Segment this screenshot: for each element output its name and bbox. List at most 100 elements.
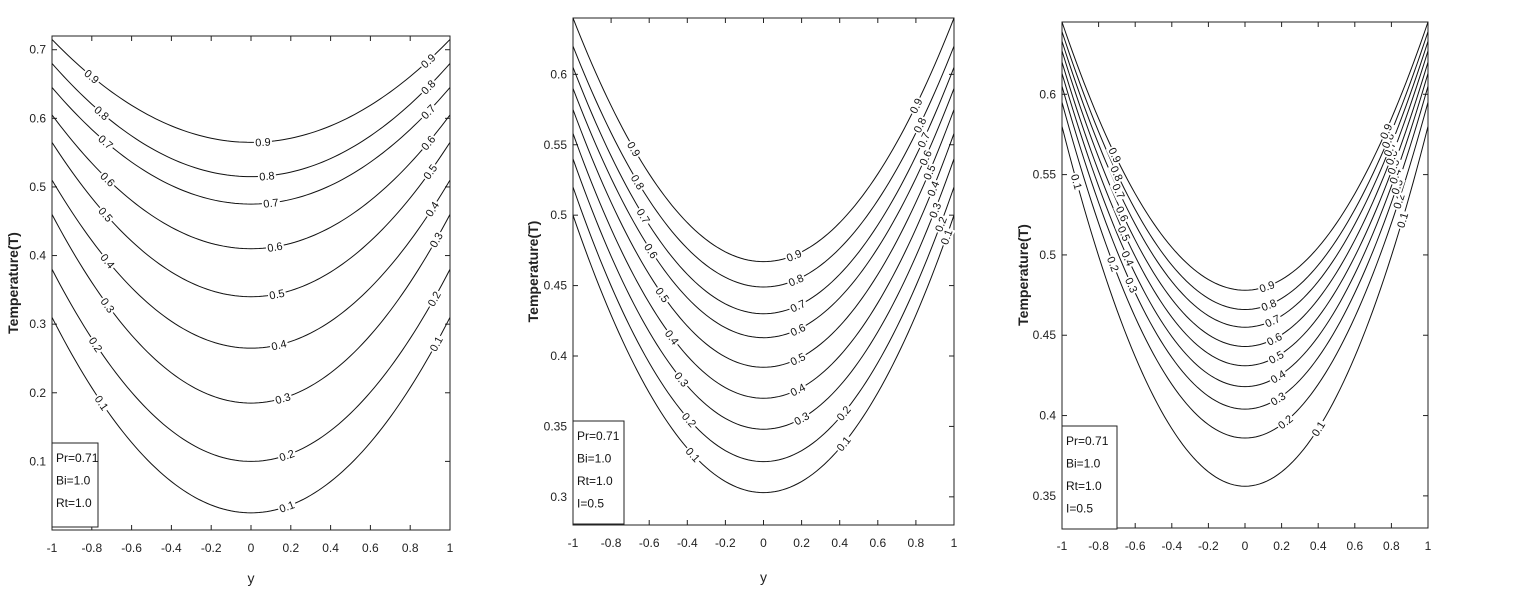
chart-panel-2: -1 -0.8 -0.6 -0.4 -0.2 0 0.2 0.4 0.6 0.8 1 0.3 0.35 0… bbox=[525, 17, 958, 585]
contour-line-0.2 bbox=[573, 186, 954, 463]
y-tick-label: 0.2 bbox=[29, 386, 46, 400]
x-tick-label: 1 bbox=[1425, 539, 1432, 553]
x-axis-label: y bbox=[248, 570, 255, 586]
contour-label-bg bbox=[1068, 171, 1085, 192]
contour-label-bg bbox=[652, 284, 673, 306]
legend-entry: Bi=1.0 bbox=[56, 474, 91, 488]
contour-label-bg bbox=[94, 131, 117, 153]
x-tick-label: -0.2 bbox=[715, 536, 736, 550]
contour-label-bg bbox=[424, 287, 444, 310]
contour-label-bg bbox=[633, 205, 654, 227]
contour-label: 0.5 bbox=[268, 288, 285, 303]
contour-label: 0.9 bbox=[785, 248, 804, 265]
contour-label-bg bbox=[1256, 277, 1278, 296]
contour-label: 0.9 bbox=[419, 52, 438, 71]
contour-label: 0.5 bbox=[95, 205, 114, 224]
contour-label-bg bbox=[682, 443, 704, 466]
contour-label-bg bbox=[85, 333, 106, 356]
x-tick-label: 0.6 bbox=[869, 536, 886, 550]
contour-label-bg bbox=[787, 296, 809, 316]
contour-label-bg bbox=[276, 446, 298, 464]
contour-label: 0.3 bbox=[274, 391, 292, 407]
x-tick-label: -1 bbox=[1057, 539, 1068, 553]
contour-label: 0.7 bbox=[916, 131, 933, 150]
contour-label: 0.4 bbox=[926, 180, 943, 199]
contour-label-bg bbox=[1122, 274, 1141, 296]
y-tick-label: 0.45 bbox=[1033, 328, 1057, 342]
contour-label: 0.4 bbox=[424, 200, 442, 219]
legend-entry: I=0.5 bbox=[577, 497, 604, 511]
legend-entry: I=0.5 bbox=[1066, 502, 1093, 516]
contour-label-bg bbox=[627, 171, 648, 193]
contour-label: 0.2 bbox=[86, 335, 104, 354]
legend-box bbox=[51, 442, 99, 528]
y-tick-label: 0.3 bbox=[29, 317, 46, 331]
contour-label-bg bbox=[920, 161, 939, 183]
y-tick-label: 0.4 bbox=[29, 249, 46, 263]
contour-label: 0.1 bbox=[1395, 211, 1411, 229]
x-tick-label: -0.6 bbox=[1125, 539, 1146, 553]
contour-line-0.3 bbox=[52, 214, 450, 404]
contour-line-0.4 bbox=[573, 133, 954, 399]
legend-entry: Rt=1.0 bbox=[56, 496, 92, 510]
contour-line-0.3 bbox=[1062, 86, 1428, 410]
x-tick-label: -0.2 bbox=[1198, 539, 1219, 553]
contour-line-0.9 bbox=[52, 39, 450, 143]
y-tick-label: 0.6 bbox=[29, 111, 46, 125]
contour-label-bg bbox=[787, 380, 809, 400]
contour-label-bg bbox=[1376, 120, 1396, 142]
contour-label-bg bbox=[91, 102, 113, 124]
legend-entry: Bi=1.0 bbox=[1066, 457, 1101, 471]
legend-entry: Rt=1.0 bbox=[577, 474, 613, 488]
y-axis-label: Temperature(T) bbox=[1015, 224, 1031, 326]
x-tick-label: -0.8 bbox=[1088, 539, 1109, 553]
contour-label-bg bbox=[787, 320, 809, 339]
y-tick-label: 0.5 bbox=[550, 208, 567, 222]
x-tick-label: 0.4 bbox=[1310, 539, 1327, 553]
contour-label: 0.6 bbox=[97, 170, 116, 189]
x-tick-label: 0.2 bbox=[1273, 539, 1290, 553]
contour-label-bg bbox=[1263, 329, 1286, 349]
contour-line-0.6 bbox=[573, 88, 954, 339]
contour-label: 0.7 bbox=[634, 207, 652, 226]
contour-label: 0.7 bbox=[1263, 313, 1282, 330]
contour-label-bg bbox=[261, 195, 281, 210]
legend-box bbox=[1061, 425, 1118, 530]
contour-label: 0.8 bbox=[1260, 297, 1279, 314]
contour-line-0.2 bbox=[1062, 102, 1428, 439]
y-tick-label: 0.6 bbox=[1039, 87, 1056, 101]
contour-label: 0.8 bbox=[259, 170, 275, 183]
y-axis-label: Temperature(T) bbox=[525, 221, 541, 323]
contour-label-bg bbox=[1267, 366, 1289, 387]
contour-label: 0.7 bbox=[1109, 182, 1126, 201]
contour-line-0.5 bbox=[52, 142, 450, 298]
x-tick-label: 0.8 bbox=[402, 541, 419, 555]
x-tick-label: 0.8 bbox=[1383, 539, 1400, 553]
x-tick-label: 1 bbox=[447, 541, 454, 555]
contour-label-bg bbox=[265, 239, 285, 255]
x-tick-label: -0.4 bbox=[677, 536, 698, 550]
contour-label-bg bbox=[422, 198, 443, 220]
contour-label: 0.6 bbox=[789, 322, 808, 339]
contour-label-bg bbox=[272, 389, 294, 407]
contour-label-bg bbox=[833, 432, 854, 455]
x-tick-label: -0.4 bbox=[161, 541, 182, 555]
contour-line-0.4 bbox=[52, 179, 450, 349]
contour-label: 0.2 bbox=[679, 411, 698, 430]
contour-label-bg bbox=[1274, 411, 1297, 433]
x-tick-label: -1 bbox=[568, 536, 579, 550]
contour-label-bg bbox=[81, 66, 103, 87]
contour-label-bg bbox=[426, 332, 446, 355]
y-tick-label: 0.5 bbox=[1039, 248, 1056, 262]
contour-label-bg bbox=[641, 240, 662, 262]
x-tick-label: 0.8 bbox=[908, 536, 925, 550]
contour-label-bg bbox=[1113, 203, 1132, 225]
y-tick-label: 0.6 bbox=[550, 67, 567, 81]
contour-label-bg bbox=[417, 101, 439, 123]
contour-label: 0.6 bbox=[267, 241, 284, 255]
x-tick-label: -0.8 bbox=[81, 541, 102, 555]
x-tick-label: -0.2 bbox=[201, 541, 222, 555]
contour-label: 0.7 bbox=[263, 197, 280, 211]
contour-label: 0.3 bbox=[928, 201, 945, 220]
contour-label: 0.4 bbox=[1118, 249, 1135, 268]
